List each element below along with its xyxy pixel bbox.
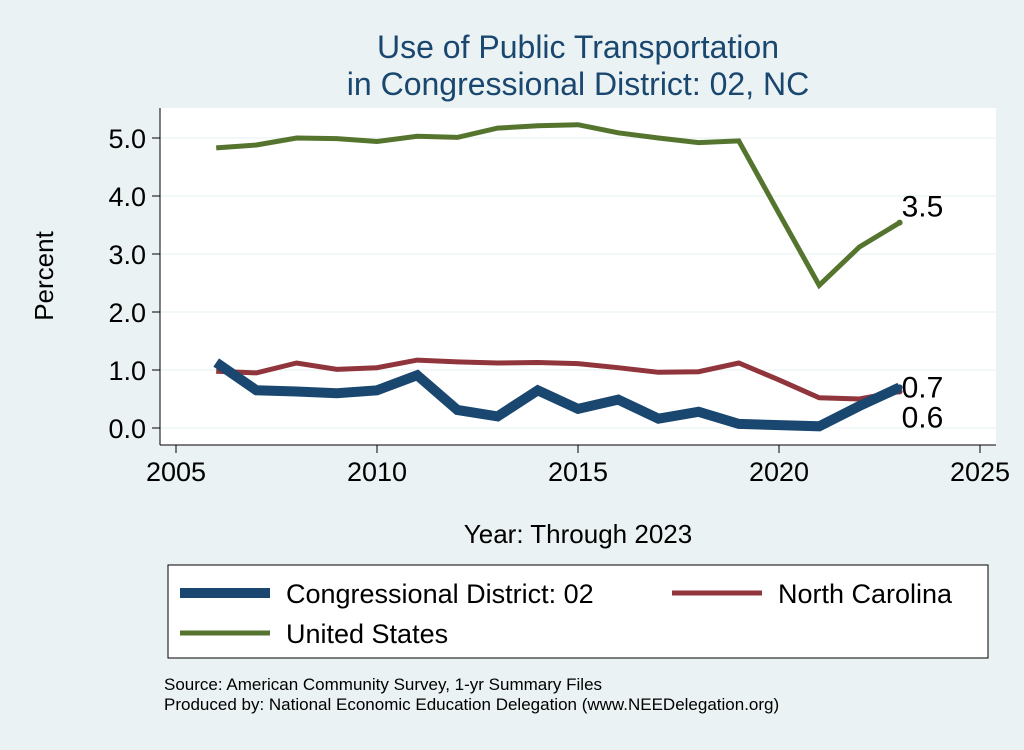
y-tick-label: 1.0 <box>108 356 146 386</box>
end-label-congressional-district-02: 0.7 <box>902 371 944 404</box>
chart-title: Use of Public Transportation <box>377 29 779 65</box>
end-label-north-carolina: 0.6 <box>902 401 944 434</box>
series-line-united-states <box>216 122 901 290</box>
legend-label-united-states: United States <box>286 619 448 649</box>
x-tick-label: 2010 <box>347 457 407 487</box>
end-labels: 0.70.6 3.5 <box>902 191 944 435</box>
end-label-united-states: 3.5 <box>902 191 944 224</box>
legend-box <box>167 564 989 659</box>
x-tick-label: 2025 <box>950 457 1010 487</box>
series-line-north-carolina <box>216 357 901 402</box>
end-point-congressional-district-02 <box>896 384 903 391</box>
legend-entry-district: Congressional District: 02 <box>180 579 594 609</box>
legend-entry-north-carolina: North Carolina <box>672 579 953 609</box>
x-tick-label: 2020 <box>749 457 809 487</box>
series-lines <box>213 122 903 432</box>
gridlines <box>160 137 996 429</box>
x-tick-label: 2015 <box>548 457 608 487</box>
y-tick-label: 3.0 <box>108 240 146 270</box>
y-tick-label: 5.0 <box>108 124 146 154</box>
y-axis-label: Percent <box>29 230 59 320</box>
series-line-congressional-district-02 <box>213 358 902 432</box>
source-note: Source: American Community Survey, 1-yr … <box>164 675 602 694</box>
legend-entry-united-states: United States <box>180 619 448 649</box>
axes: 0.0 1.0 2.0 3.0 4.0 5.0 2005 2010 2015 2020 2025 <box>108 108 1010 487</box>
producer-note: Produced by: National Economic Education… <box>164 695 779 714</box>
y-tick-label: 4.0 <box>108 182 146 212</box>
y-tick-label: 0.0 <box>108 414 146 444</box>
y-tick-label: 2.0 <box>108 298 146 328</box>
chart-subtitle: in Congressional District: 02, NC <box>347 66 809 102</box>
legend-label-district: Congressional District: 02 <box>286 579 594 609</box>
x-tick-label: 2005 <box>146 457 206 487</box>
x-axis-label: Year: Through 2023 <box>464 519 692 549</box>
legend-label-north-carolina: North Carolina <box>778 579 953 609</box>
end-point-united-states <box>896 219 903 226</box>
